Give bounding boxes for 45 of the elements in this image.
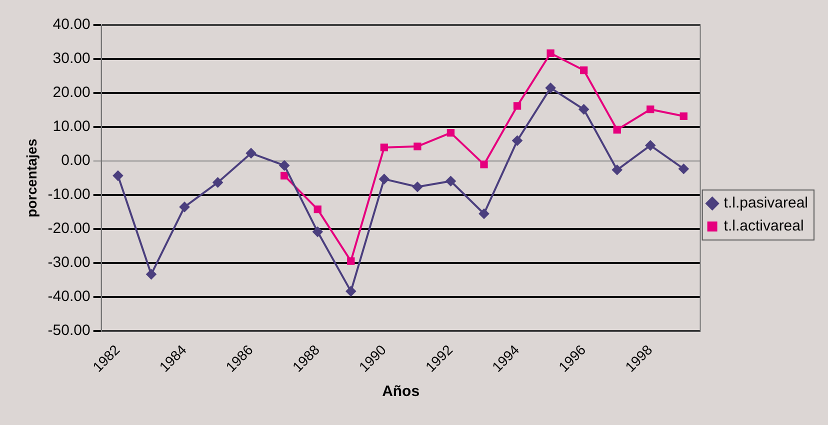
point [314,206,322,214]
point [279,160,290,170]
point [446,128,455,137]
point [513,102,522,110]
legend-label: t.l.activareal [724,218,804,235]
point [412,182,422,192]
point [480,160,488,168]
legend-label: t.l.pasivareal [724,194,808,212]
point [414,142,422,150]
point [312,226,323,237]
point [546,49,554,58]
point [678,164,689,174]
point [380,144,388,152]
point [613,126,621,134]
point [645,140,656,150]
y-tick-label: 10.00 [52,118,90,136]
point [212,177,223,188]
point [578,104,589,114]
point [680,112,688,120]
point [446,176,456,186]
point [346,286,356,296]
y-tick-label: 20.00 [52,84,90,102]
y-tick-label: -40.00 [48,288,90,306]
point [246,148,256,158]
point [512,136,522,146]
point [180,202,190,212]
point [546,82,556,93]
y-tick-label: 0.00 [61,152,90,170]
y-tick-label: -30.00 [48,254,90,272]
y-axis-title: porcentajes [23,138,40,218]
point [112,170,123,181]
point [280,172,288,180]
y-tick-label: 40.00 [52,16,90,34]
y-tick-label: -50.00 [48,322,90,340]
point [580,66,588,74]
y-tick-label: -10.00 [48,186,90,204]
y-tick-label: 30.00 [52,50,90,68]
point [612,164,622,175]
point [646,106,654,114]
x-axis-title: Años [382,383,420,400]
point [379,174,390,184]
y-tick-label: -20.00 [48,220,90,238]
point [146,269,156,280]
point [347,257,355,265]
point [479,208,489,219]
